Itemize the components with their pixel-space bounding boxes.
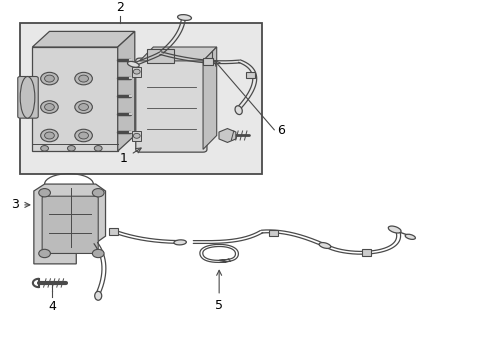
Bar: [269, 230, 278, 236]
Text: 5: 5: [215, 270, 223, 312]
Circle shape: [39, 189, 50, 197]
Bar: [132, 67, 141, 77]
Bar: [109, 229, 118, 235]
FancyBboxPatch shape: [147, 49, 173, 63]
Circle shape: [44, 104, 54, 111]
Ellipse shape: [174, 240, 186, 245]
Ellipse shape: [405, 234, 414, 239]
Ellipse shape: [319, 243, 330, 248]
Polygon shape: [203, 47, 216, 149]
Circle shape: [41, 72, 58, 85]
Circle shape: [41, 145, 48, 151]
Bar: [20, 23, 261, 174]
Bar: [245, 72, 254, 78]
Text: 3: 3: [11, 198, 30, 211]
Circle shape: [133, 69, 140, 74]
Circle shape: [44, 75, 54, 82]
Circle shape: [94, 145, 102, 151]
Circle shape: [75, 101, 92, 113]
Circle shape: [67, 145, 75, 151]
Circle shape: [44, 132, 54, 139]
Ellipse shape: [95, 291, 102, 300]
Circle shape: [79, 132, 88, 139]
FancyBboxPatch shape: [42, 196, 98, 253]
Circle shape: [79, 75, 88, 82]
Text: 4: 4: [48, 300, 56, 312]
FancyBboxPatch shape: [136, 58, 206, 152]
Polygon shape: [118, 31, 135, 151]
Ellipse shape: [177, 15, 191, 21]
Polygon shape: [34, 184, 105, 264]
Polygon shape: [32, 31, 135, 47]
Circle shape: [133, 134, 140, 138]
Ellipse shape: [127, 62, 139, 67]
Polygon shape: [140, 47, 216, 61]
Circle shape: [75, 72, 92, 85]
Text: 6: 6: [277, 124, 285, 137]
Circle shape: [41, 101, 58, 113]
Polygon shape: [219, 129, 235, 143]
Ellipse shape: [387, 226, 400, 233]
Text: 1: 1: [120, 148, 141, 165]
Bar: [132, 131, 141, 141]
Circle shape: [79, 104, 88, 111]
Circle shape: [92, 189, 104, 197]
FancyBboxPatch shape: [18, 77, 38, 118]
Bar: [361, 249, 370, 256]
FancyBboxPatch shape: [32, 47, 118, 151]
Circle shape: [75, 129, 92, 142]
Circle shape: [92, 249, 104, 258]
Circle shape: [39, 249, 50, 258]
Bar: [203, 58, 212, 66]
Ellipse shape: [20, 77, 35, 118]
Text: 2: 2: [116, 1, 124, 14]
Ellipse shape: [235, 106, 242, 114]
Circle shape: [41, 129, 58, 142]
